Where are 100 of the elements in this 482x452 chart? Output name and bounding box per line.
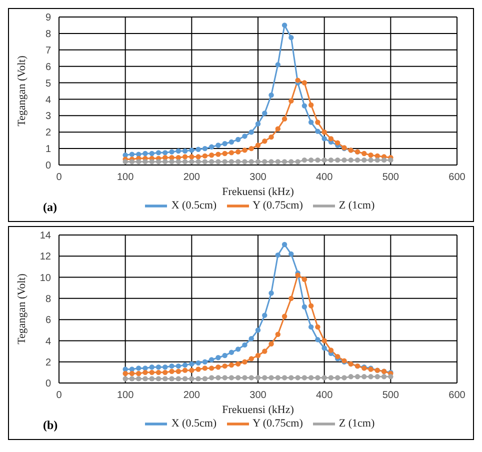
y-axis-title: Tegangan (Volt) xyxy=(16,273,28,344)
x-tick-label: 0 xyxy=(56,390,62,402)
point xyxy=(156,150,162,156)
point xyxy=(322,375,327,380)
y-tick-label: 4 xyxy=(45,336,52,348)
point xyxy=(315,324,320,330)
x-tick-label: 500 xyxy=(382,390,400,402)
point xyxy=(156,370,162,376)
point xyxy=(275,126,280,132)
point xyxy=(335,157,340,163)
y-tick-label: 2 xyxy=(45,357,52,368)
point xyxy=(149,376,154,382)
point xyxy=(322,157,327,163)
point xyxy=(302,103,308,108)
x-tick-label: 100 xyxy=(116,172,134,184)
point xyxy=(282,314,288,319)
point xyxy=(196,146,201,152)
point xyxy=(348,374,354,380)
point xyxy=(228,350,234,355)
point xyxy=(202,366,208,371)
point xyxy=(315,337,320,342)
point xyxy=(308,375,314,380)
y-tick-label: 5 xyxy=(45,78,52,90)
point xyxy=(202,146,208,152)
point xyxy=(308,324,314,330)
point xyxy=(282,242,288,248)
point xyxy=(282,22,288,28)
point xyxy=(129,376,135,382)
x-tick-label: 600 xyxy=(448,172,466,184)
point xyxy=(315,120,320,125)
x-tick-label: 400 xyxy=(316,390,334,402)
point xyxy=(308,120,314,125)
x-axis-title: Frekuensi (kHz) xyxy=(222,186,294,198)
point xyxy=(176,148,181,154)
point xyxy=(169,159,174,164)
point xyxy=(302,304,308,310)
legend-label: Z (1cm) xyxy=(338,418,375,430)
point xyxy=(242,342,248,348)
point xyxy=(169,376,174,382)
point xyxy=(242,134,248,139)
point xyxy=(122,370,128,376)
point xyxy=(236,361,241,367)
point xyxy=(354,157,360,163)
point xyxy=(162,376,168,382)
point xyxy=(189,361,194,367)
point xyxy=(222,375,228,380)
panel-label: (b) xyxy=(43,418,58,433)
point xyxy=(348,157,354,163)
point xyxy=(262,312,268,318)
x-tick-label: 500 xyxy=(382,172,400,184)
point xyxy=(268,341,274,346)
point xyxy=(182,362,188,368)
point xyxy=(262,138,268,144)
point xyxy=(189,376,194,382)
point xyxy=(216,355,221,360)
point xyxy=(315,375,320,380)
point xyxy=(288,296,294,302)
point xyxy=(162,370,168,376)
point xyxy=(222,159,228,164)
x-tick-label: 300 xyxy=(250,172,267,184)
panel-label: (a) xyxy=(43,200,57,215)
point xyxy=(228,375,234,380)
point xyxy=(315,128,320,134)
point xyxy=(302,276,308,282)
point xyxy=(288,159,294,164)
point xyxy=(374,374,380,380)
point xyxy=(268,375,274,380)
point xyxy=(328,136,334,142)
point xyxy=(129,152,135,157)
point xyxy=(374,157,380,163)
point xyxy=(208,159,214,164)
point xyxy=(216,142,221,148)
point xyxy=(136,159,142,164)
point xyxy=(388,374,394,380)
y-axis-title: Tegangan (Volt) xyxy=(16,55,28,126)
point xyxy=(308,303,314,308)
y-tick-label: 12 xyxy=(40,252,52,263)
point xyxy=(362,150,367,156)
point xyxy=(255,375,261,380)
point xyxy=(335,140,340,146)
point xyxy=(202,159,208,164)
point xyxy=(354,374,360,380)
point xyxy=(189,368,194,373)
y-tick-label: 6 xyxy=(45,62,52,73)
legend-label: Y (0.75cm) xyxy=(252,200,303,212)
point xyxy=(381,157,387,163)
point xyxy=(248,159,254,164)
point xyxy=(208,375,214,380)
point xyxy=(149,150,154,156)
point xyxy=(302,80,308,86)
y-tick-label: 1 xyxy=(45,144,52,156)
point xyxy=(275,375,280,380)
point xyxy=(236,346,241,352)
point xyxy=(255,159,261,164)
point xyxy=(236,136,241,142)
point xyxy=(162,150,168,156)
point xyxy=(169,363,174,369)
y-tick-label: 8 xyxy=(45,294,52,305)
point xyxy=(228,159,234,164)
point xyxy=(322,136,327,142)
